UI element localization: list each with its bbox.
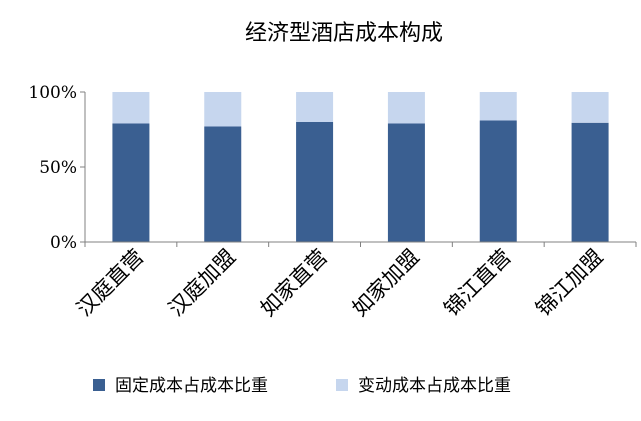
bar-fixed [296,122,334,242]
x-tick-label: 如家直营 [256,245,332,321]
bar-fixed [204,126,242,242]
legend-label: 变动成本占成本比重 [358,376,511,396]
bars [84,92,637,247]
legend-label: 固定成本占成本比重 [115,376,268,396]
chart-title: 经济型酒店成本构成 [245,21,443,46]
bar-fixed [479,120,517,242]
x-axis-labels: 汉庭直营 汉庭加盟 如家直营 如家加盟 锦江直营 锦江加盟 [72,245,608,321]
bar-variable [387,92,425,124]
bar-variable [571,92,609,123]
bar-fixed [571,122,609,242]
bar-variable [204,92,242,127]
legend-swatch [93,379,105,391]
bar-variable [479,92,517,121]
x-tick-label: 锦江加盟 [531,245,607,321]
bar-fixed [387,123,425,242]
bar-variable [296,92,334,122]
x-tick-label: 汉庭直营 [72,245,148,321]
x-tick-label: 锦江直营 [439,245,515,321]
y-tick-label: 50% [39,158,77,178]
bar-fixed [112,123,150,242]
legend: 固定成本占成本比重 变动成本占成本比重 [93,376,511,396]
y-axis: 0% 50% 100% [28,83,85,253]
x-tick-label: 如家加盟 [348,245,424,321]
x-tick-label: 汉庭加盟 [164,245,240,321]
bar-variable [112,92,150,124]
y-tick-label: 0% [50,233,77,253]
legend-swatch [336,379,348,391]
y-tick-label: 100% [28,83,77,103]
